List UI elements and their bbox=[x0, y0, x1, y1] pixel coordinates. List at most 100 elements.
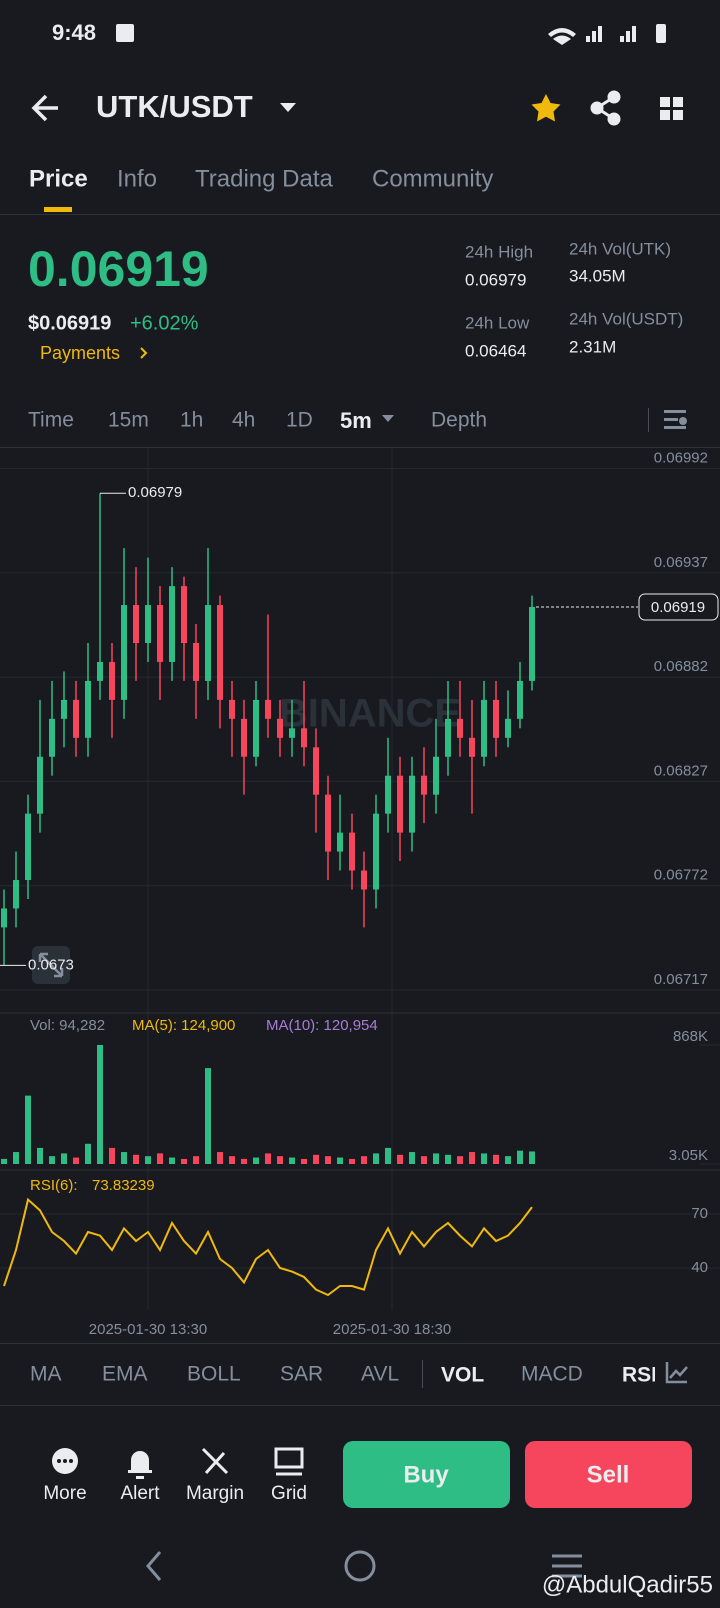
payments[interactable]: Payments bbox=[40, 343, 120, 363]
margin-icon[interactable] bbox=[201, 1447, 229, 1475]
candle-body bbox=[241, 718, 247, 757]
grid-menu[interactable] bbox=[660, 97, 683, 120]
indicator[interactable]: SAR bbox=[280, 1363, 323, 1386]
indicator[interactable]: EMA bbox=[102, 1363, 148, 1386]
candle-body bbox=[313, 747, 319, 795]
fade bbox=[655, 1355, 720, 1395]
indicator[interactable]: RSI bbox=[622, 1364, 657, 1387]
watermark-user: @AbdulQadir55 bbox=[542, 1571, 713, 1598]
status-icons bbox=[548, 24, 666, 45]
candle-body bbox=[73, 699, 79, 738]
interval[interactable]: Depth bbox=[431, 409, 487, 432]
candle-body bbox=[109, 661, 115, 700]
indicator[interactable]: MACD bbox=[521, 1363, 583, 1386]
volume-bar bbox=[157, 1153, 163, 1164]
volume-bar bbox=[421, 1156, 427, 1164]
candle-body bbox=[205, 605, 211, 681]
candle-body bbox=[61, 699, 67, 719]
action-label[interactable]: More bbox=[43, 1483, 86, 1504]
indicator[interactable]: MA bbox=[30, 1363, 62, 1386]
action-label[interactable]: Margin bbox=[186, 1483, 244, 1504]
candle-body bbox=[469, 737, 475, 757]
interval[interactable]: 4h bbox=[232, 409, 255, 432]
tab[interactable]: Trading Data bbox=[195, 165, 334, 192]
interval[interactable]: 1h bbox=[180, 409, 203, 432]
interval-active[interactable]: 5m bbox=[340, 408, 372, 433]
time: 9:48 bbox=[52, 20, 96, 45]
pair[interactable]: UTK/USDT bbox=[96, 89, 253, 124]
x-label: 2025-01-30 18:30 bbox=[333, 1321, 451, 1338]
candle-body bbox=[157, 605, 163, 662]
pair-dropdown[interactable] bbox=[280, 103, 296, 112]
volume-bar bbox=[25, 1095, 31, 1164]
candle-body bbox=[457, 718, 463, 738]
alert-icon[interactable] bbox=[128, 1451, 152, 1479]
tab[interactable]: Price bbox=[29, 165, 88, 192]
nav-home[interactable] bbox=[344, 1550, 376, 1582]
volume-bar bbox=[349, 1158, 355, 1164]
candle-body bbox=[181, 586, 187, 643]
candle-body bbox=[433, 756, 439, 795]
candle-body bbox=[445, 718, 451, 757]
candle-body bbox=[217, 605, 223, 700]
indicator[interactable]: BOLL bbox=[187, 1363, 241, 1386]
candle-body bbox=[349, 832, 355, 871]
interval[interactable]: 15m bbox=[108, 409, 149, 432]
tab[interactable]: Info bbox=[117, 165, 157, 192]
volume-bar bbox=[241, 1158, 247, 1164]
volume-bar bbox=[313, 1154, 319, 1164]
nav-recent[interactable] bbox=[552, 1554, 582, 1578]
candle-body bbox=[301, 728, 307, 748]
change: +6.02% bbox=[130, 312, 199, 334]
y-tick-label: 0.06937 bbox=[654, 554, 708, 571]
stat-label: 24h Vol(USDT) bbox=[569, 309, 683, 328]
sell-label[interactable]: Sell bbox=[587, 1461, 630, 1488]
indicator-active[interactable]: VOL bbox=[441, 1364, 484, 1387]
stat-label: 24h Vol(UTK) bbox=[569, 239, 671, 258]
separator bbox=[422, 1360, 423, 1388]
volume-bar bbox=[37, 1147, 43, 1164]
candle-body bbox=[277, 718, 283, 738]
back-button[interactable] bbox=[31, 94, 58, 122]
candle-body bbox=[121, 605, 127, 700]
buy-button[interactable] bbox=[343, 1441, 510, 1508]
rsi-value: 73.83239 bbox=[92, 1177, 155, 1194]
stat-label: 24h Low bbox=[465, 313, 530, 332]
favorite[interactable] bbox=[531, 94, 561, 122]
volume-bar bbox=[481, 1153, 487, 1164]
volume-bar bbox=[373, 1153, 379, 1164]
divider bbox=[0, 447, 720, 448]
sell-button[interactable] bbox=[525, 1441, 692, 1508]
rsi-label: RSI(6): bbox=[30, 1177, 78, 1194]
indicator-settings[interactable] bbox=[665, 1362, 688, 1384]
buy-label[interactable]: Buy bbox=[403, 1461, 449, 1488]
share[interactable] bbox=[590, 90, 621, 126]
volume-bar bbox=[121, 1152, 127, 1164]
candle-body bbox=[373, 813, 379, 890]
indicator[interactable]: AVL bbox=[361, 1363, 399, 1386]
candle-body bbox=[505, 718, 511, 738]
action-label[interactable]: Alert bbox=[120, 1483, 160, 1504]
candle-body bbox=[97, 661, 103, 681]
interval[interactable]: 1D bbox=[286, 409, 313, 432]
volume-bar bbox=[493, 1154, 499, 1164]
nav-back[interactable] bbox=[146, 1551, 162, 1581]
grid-icon[interactable] bbox=[274, 1447, 304, 1476]
chart-settings[interactable] bbox=[664, 410, 687, 429]
volume-bar bbox=[301, 1158, 307, 1164]
volume-bar bbox=[217, 1152, 223, 1164]
volume-bar bbox=[385, 1147, 391, 1164]
action-label[interactable]: Grid bbox=[271, 1483, 307, 1504]
candle-body bbox=[397, 775, 403, 833]
volume-bar bbox=[229, 1156, 235, 1164]
high-label: 0.06979 bbox=[128, 484, 182, 501]
divider bbox=[0, 1405, 720, 1406]
tab-indicator bbox=[44, 207, 72, 212]
volume-bar bbox=[325, 1156, 331, 1164]
interval[interactable]: Time bbox=[28, 409, 74, 432]
y-tick-label: 0.06717 bbox=[654, 971, 708, 988]
y-tick-label: 0.06992 bbox=[654, 450, 708, 467]
volume-bar bbox=[289, 1157, 295, 1164]
tab[interactable]: Community bbox=[372, 165, 493, 192]
